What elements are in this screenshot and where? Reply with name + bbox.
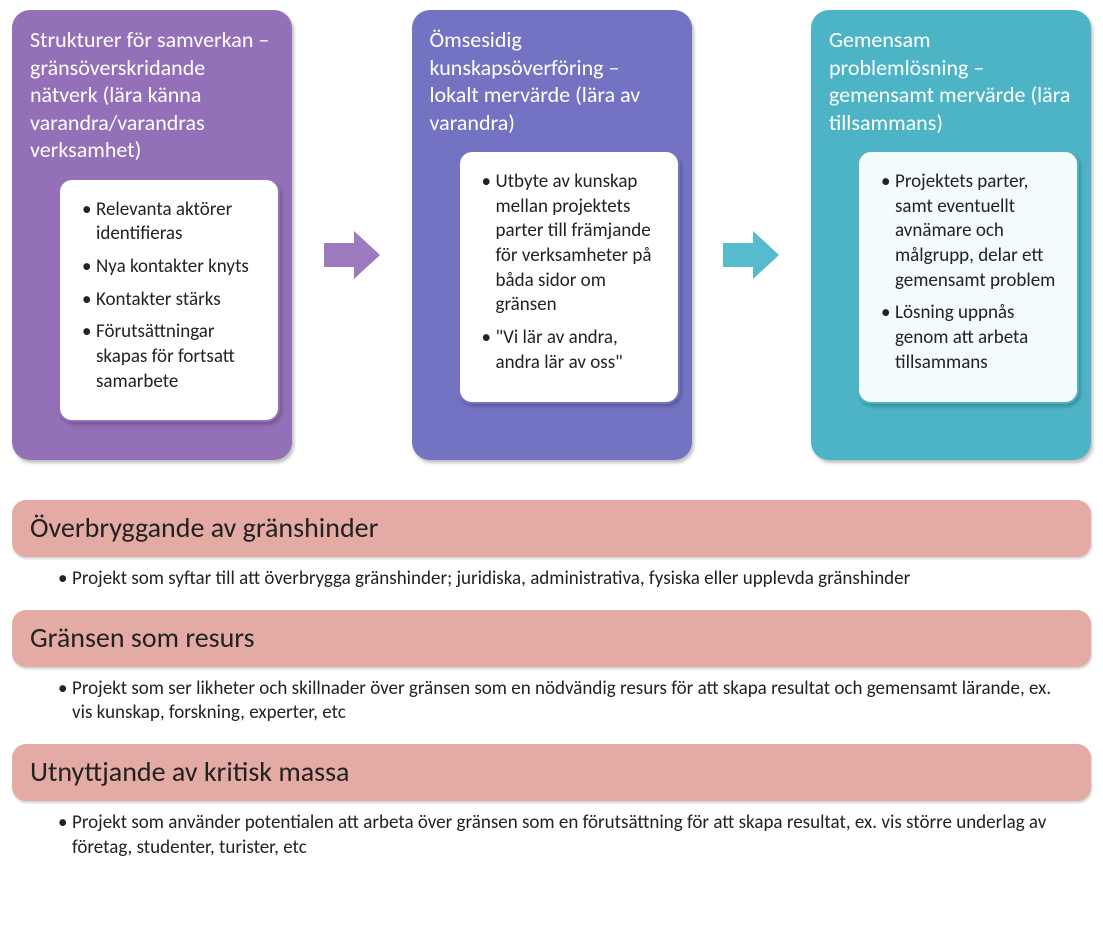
bullet-item: Utbyte av kunskap mellan projektets part…	[482, 170, 662, 318]
bar-block-3: Utnyttjande av kritisk massa Projekt som…	[12, 744, 1091, 874]
arrow-icon	[322, 225, 382, 285]
card-title: Gemensam problemlösning – gemensamt merv…	[829, 26, 1073, 136]
bar-title: Överbryggande av gränshinder	[12, 500, 1091, 557]
bullet-item: Kontakter stärks	[82, 288, 262, 313]
bullet-item: "Vi lär av andra, andra lär av oss"	[482, 326, 662, 375]
arrow-path	[324, 231, 380, 279]
card-structures: Strukturer för samverkan – gränsöverskri…	[12, 10, 292, 460]
bullet-item: Förutsättningar skapas för fortsatt sama…	[82, 320, 262, 394]
card-knowledge: Ömsesidig kunskapsöverföring – lokalt me…	[412, 10, 692, 460]
bullet-item: Nya kontakter knyts	[82, 255, 262, 280]
card-title: Ömsesidig kunskapsöverföring – lokalt me…	[430, 26, 674, 136]
card-inner: Projektets parter, samt eventuellt avnäm…	[857, 150, 1079, 404]
bar-block-1: Överbryggande av gränshinder Projekt som…	[12, 500, 1091, 606]
card-title: Strukturer för samverkan – gränsöverskri…	[30, 26, 274, 164]
bar-title: Utnyttjande av kritisk massa	[12, 744, 1091, 801]
bullet-list: Projektets parter, samt eventuellt avnäm…	[881, 170, 1061, 376]
bullet-item: Projekt som ser likheter och skillnader …	[58, 677, 1063, 726]
bar-bullets: Projekt som ser likheter och skillnader …	[12, 667, 1091, 740]
bullet-item: Projektets parter, samt eventuellt avnäm…	[881, 170, 1061, 293]
card-inner: Relevanta aktörer identifieras Nya konta…	[58, 178, 280, 423]
bullet-list: Relevanta aktörer identifieras Nya konta…	[82, 198, 262, 395]
bullet-item: Lösning uppnås genom att arbeta tillsamm…	[881, 301, 1061, 375]
card-problem-solving: Gemensam problemlösning – gemensamt merv…	[811, 10, 1091, 460]
arrow-path	[723, 231, 779, 279]
bullet-list: Utbyte av kunskap mellan projektets part…	[482, 170, 662, 376]
bar-bullets: Projekt som syftar till att överbrygga g…	[12, 557, 1091, 606]
bar-block-2: Gränsen som resurs Projekt som ser likhe…	[12, 610, 1091, 740]
bar-title: Gränsen som resurs	[12, 610, 1091, 667]
bullet-item: Projekt som använder potentialen att arb…	[58, 811, 1063, 860]
card-inner: Utbyte av kunskap mellan projektets part…	[458, 150, 680, 404]
bar-bullets: Projekt som använder potentialen att arb…	[12, 801, 1091, 874]
bullet-item: Projekt som syftar till att överbrygga g…	[58, 567, 1063, 592]
bullet-item: Relevanta aktörer identifieras	[82, 198, 262, 247]
arrow-icon	[721, 225, 781, 285]
flow-row: Strukturer för samverkan – gränsöverskri…	[12, 10, 1091, 460]
